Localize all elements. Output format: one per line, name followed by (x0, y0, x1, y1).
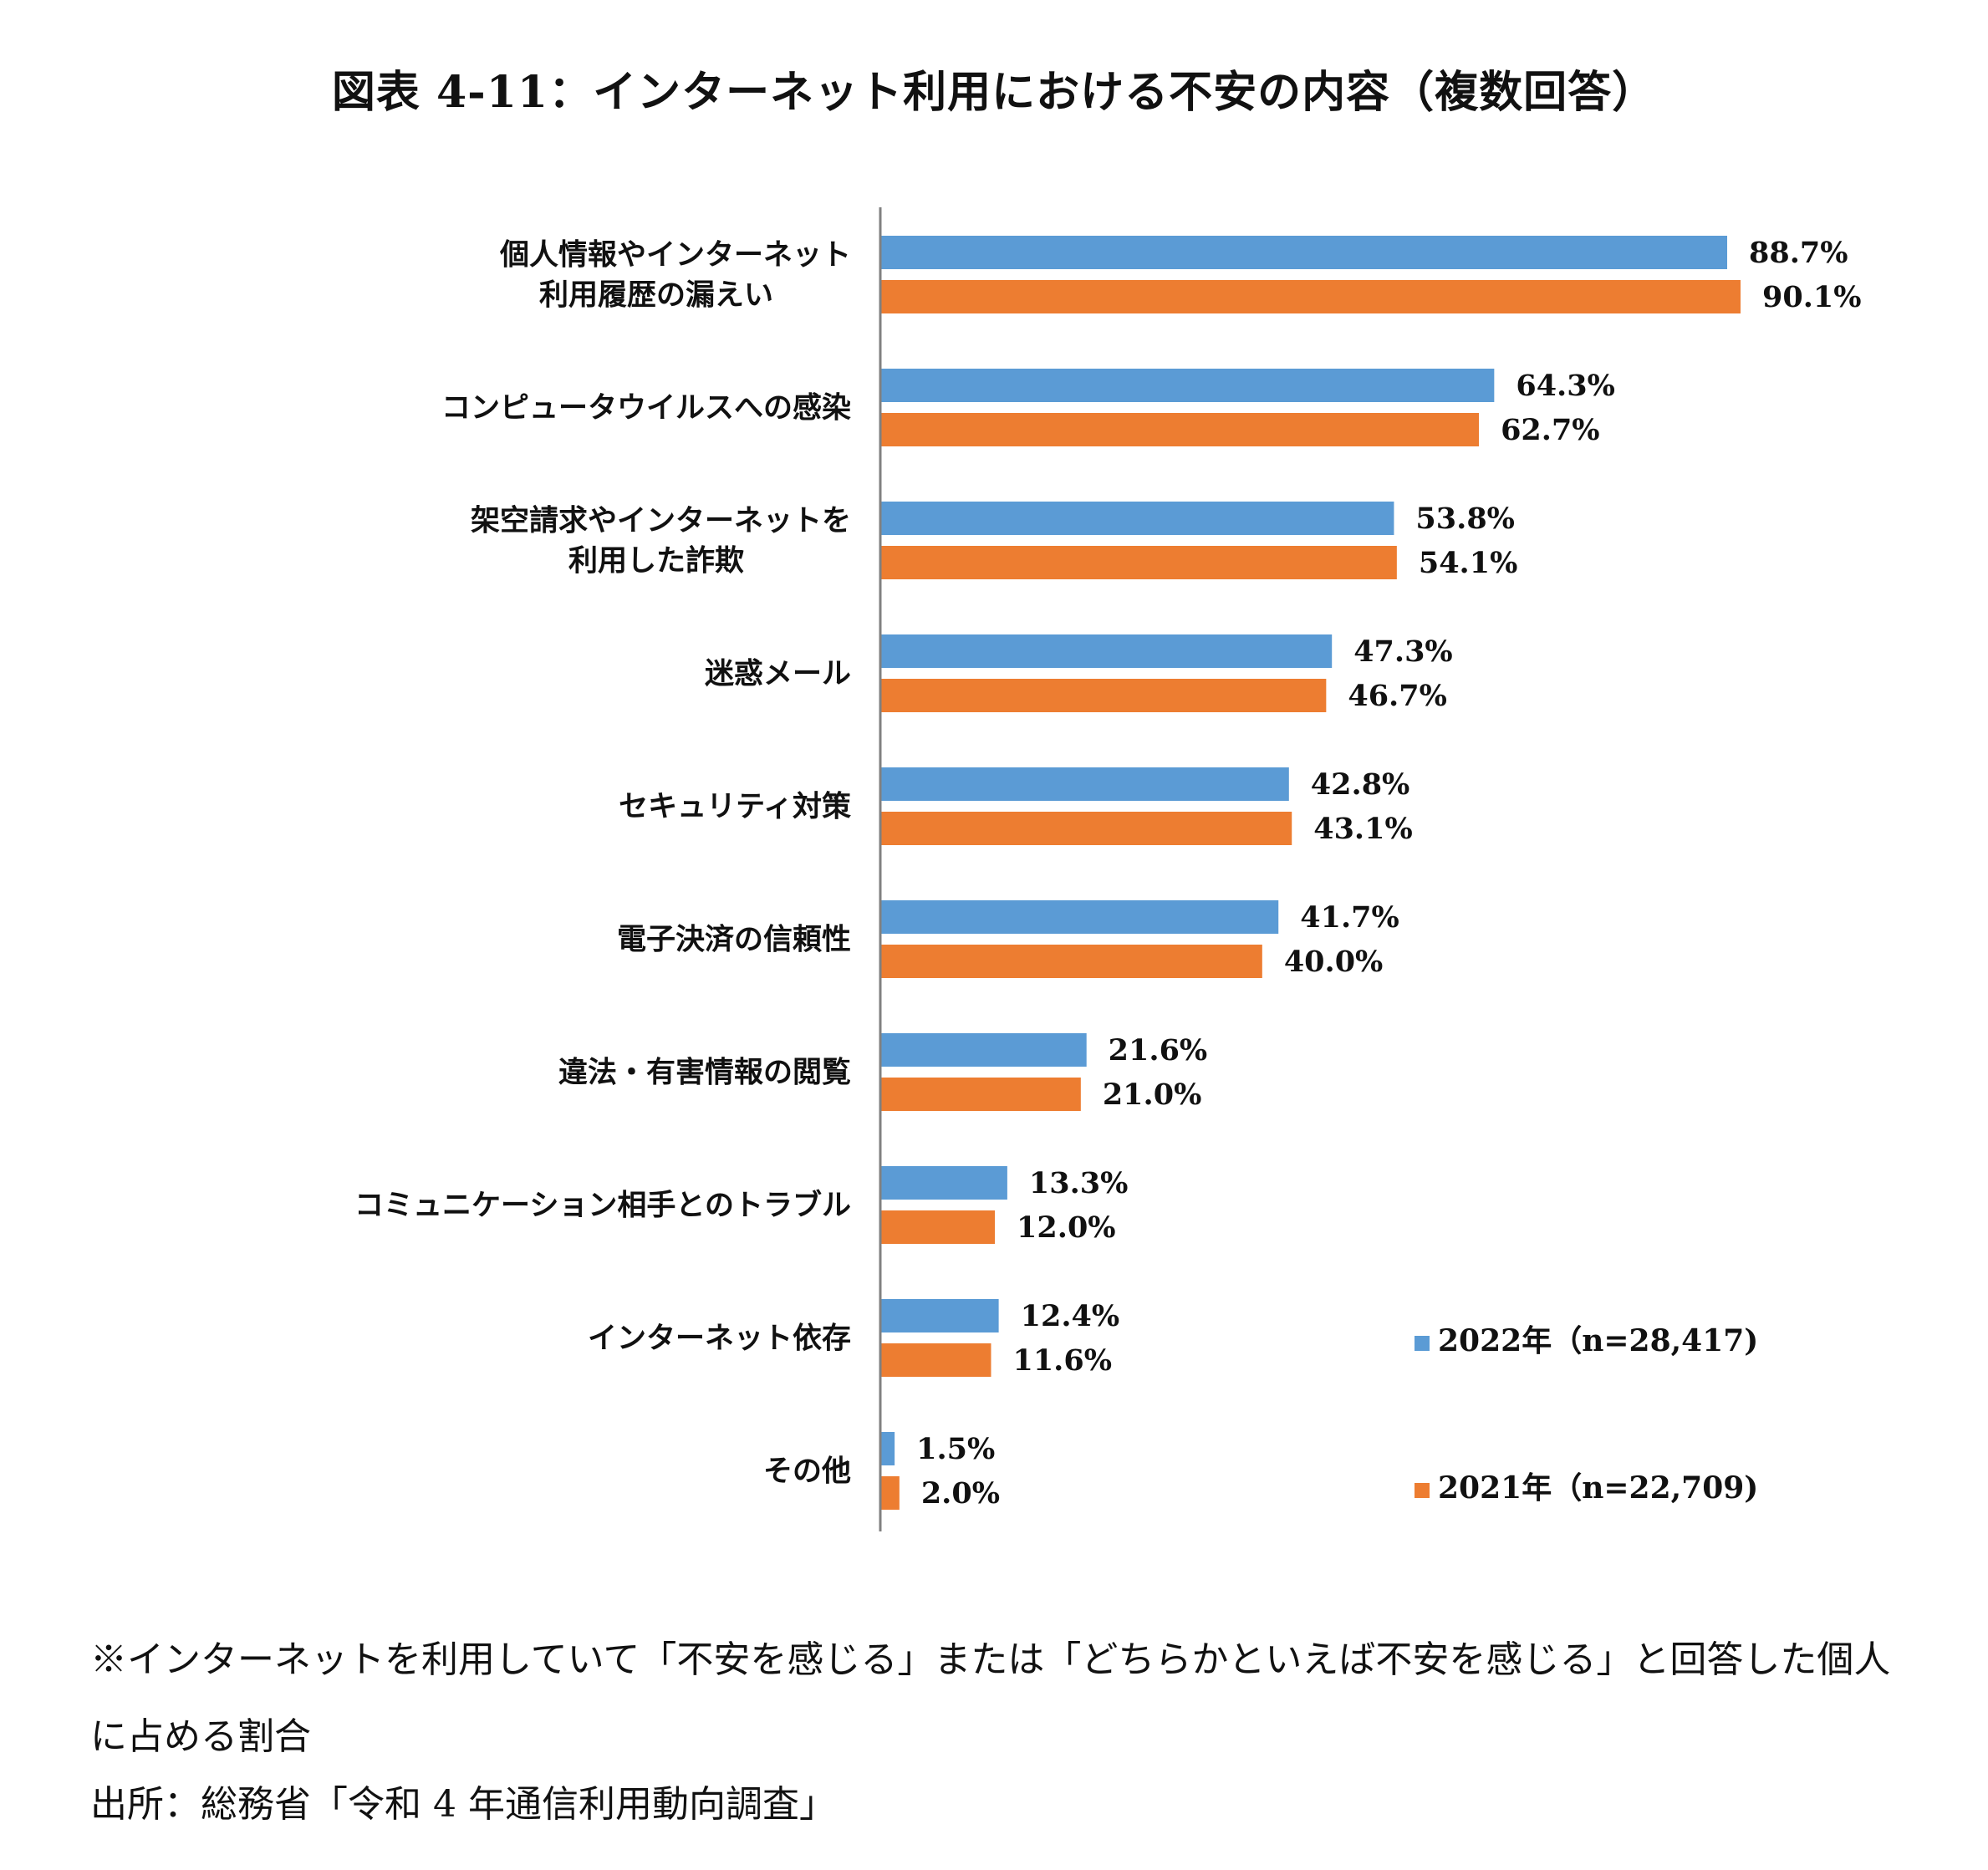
value-label: 54.1% (1419, 546, 1518, 580)
bar-2022-8 (880, 1299, 999, 1332)
value-label: 53.8% (1415, 502, 1515, 536)
source-note: 出所：総務省「令和 4 年通信利用動向調査」 (90, 1783, 836, 1826)
bar-2021-2 (880, 546, 1397, 579)
category-label: その他 (763, 1455, 851, 1489)
value-label: 11.6% (1012, 1343, 1112, 1378)
category-label: インターネット依存 (588, 1322, 851, 1356)
value-label: 43.1% (1313, 812, 1413, 846)
category-label: コンピュータウイルスへの感染 (441, 391, 851, 425)
category-label: コミュニケーション相手とのトラブル (354, 1189, 851, 1223)
category-label: 利用した詐欺 (568, 544, 744, 578)
legend-swatch (1415, 1483, 1430, 1498)
legend-swatch (1415, 1336, 1430, 1351)
category-label: 迷惑メール (705, 657, 851, 691)
value-label: 62.7% (1501, 413, 1600, 447)
bar-2021-3 (880, 679, 1327, 712)
category-label: 電子決済の信頼性 (617, 923, 851, 957)
category-label: 利用履歴の漏えい (539, 278, 773, 313)
bar-2021-0 (880, 280, 1741, 313)
category-label: 違法・有害情報の閲覧 (558, 1056, 851, 1090)
footnote: ※インターネットを利用していて「不安を感じる」または「どちらかといえば不安を感じ… (90, 1638, 1891, 1758)
bar-2021-7 (880, 1210, 996, 1244)
bars-layer (880, 236, 1741, 1510)
bar-2021-9 (880, 1476, 900, 1510)
value-label: 64.3% (1516, 369, 1615, 403)
category-label: 架空請求やインターネットを (471, 504, 851, 538)
bar-2022-5 (880, 900, 1279, 934)
bar-2022-0 (880, 236, 1728, 269)
bar-2022-6 (880, 1033, 1087, 1067)
chart-title: 図表 4-11：インターネット利用における不安の内容（複数回答） (331, 67, 1657, 118)
legend-label: 2021年（n=22,709) (1438, 1470, 1758, 1506)
bar-2021-4 (880, 812, 1292, 845)
legend: 2022年（n=28,417) 2021年（n=22,709) (1415, 1323, 1758, 1506)
value-label: 2.0% (921, 1476, 1000, 1511)
bar-2022-1 (880, 369, 1495, 402)
bar-2022-2 (880, 502, 1394, 535)
value-label: 12.4% (1021, 1299, 1120, 1333)
value-label: 40.0% (1284, 945, 1384, 979)
value-label: 46.7% (1348, 679, 1447, 713)
bar-2021-5 (880, 945, 1262, 978)
bar-2022-4 (880, 767, 1289, 801)
legend-label: 2022年（n=28,417) (1438, 1323, 1758, 1358)
value-label: 88.7% (1749, 236, 1848, 270)
value-label: 13.3% (1029, 1166, 1129, 1200)
value-label: 12.0% (1017, 1210, 1116, 1245)
value-label: 41.7% (1300, 900, 1399, 935)
value-label: 47.3% (1353, 634, 1453, 669)
category-label: 個人情報やインターネット (499, 238, 851, 273)
bar-2021-1 (880, 413, 1480, 446)
bar-2022-7 (880, 1166, 1007, 1200)
value-label: 42.8% (1311, 767, 1410, 802)
category-label: セキュリティ対策 (619, 790, 851, 824)
value-label: 90.1% (1762, 280, 1862, 314)
value-label: 21.6% (1109, 1033, 1208, 1067)
bar-2021-8 (880, 1343, 991, 1377)
bar-2021-6 (880, 1078, 1081, 1111)
value-label: 1.5% (916, 1432, 995, 1466)
bar-2022-9 (880, 1432, 895, 1465)
value-label: 21.0% (1103, 1078, 1202, 1112)
bar-2022-3 (880, 634, 1333, 668)
